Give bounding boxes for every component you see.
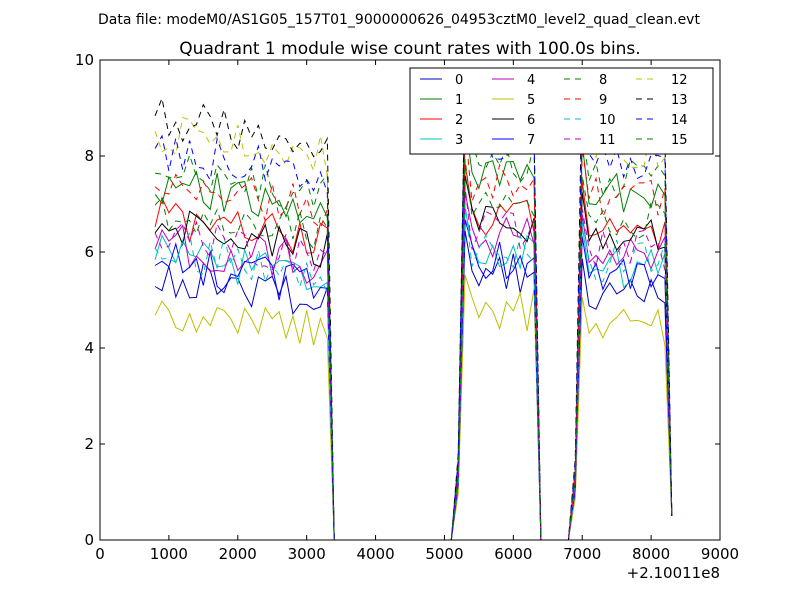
chart-title: Quadrant 1 module wise count rates with … — [179, 39, 640, 59]
x-tick-label: 4000 — [356, 545, 394, 563]
series-line-14 — [154, 81, 673, 541]
legend-label-13: 13 — [671, 93, 688, 108]
legend-label-3: 3 — [455, 133, 463, 148]
y-tick-label: 8 — [84, 147, 94, 165]
series-line-11 — [154, 186, 673, 541]
axis-ticks: 0 1000 2000 3000 4000 5000 6000 7000 8000 9000 0 2 4… — [75, 51, 739, 563]
y-tick-label: 4 — [84, 339, 94, 357]
legend-label-12: 12 — [671, 73, 688, 88]
legend-label-11: 11 — [599, 133, 616, 148]
legend-label-10: 10 — [599, 113, 616, 128]
series-line-7 — [154, 219, 673, 541]
legend-label-7: 7 — [527, 133, 535, 148]
legend-label-0: 0 — [455, 73, 463, 88]
series-line-5 — [154, 274, 673, 541]
suptitle: Data file: modeM0/AS1G05_157T01_90000006… — [98, 12, 700, 28]
x-tick-label: 6000 — [494, 545, 532, 563]
legend-label-14: 14 — [671, 113, 688, 128]
legend-label-8: 8 — [599, 73, 607, 88]
legend-label-6: 6 — [527, 113, 535, 128]
series-line-9 — [154, 125, 673, 541]
x-tick-label: 1000 — [150, 545, 188, 563]
x-tick-label: 8000 — [632, 545, 670, 563]
legend-label-5: 5 — [527, 93, 535, 108]
legend-label-4: 4 — [527, 73, 535, 88]
y-tick-label: 10 — [75, 51, 94, 69]
x-tick-label: 0 — [95, 545, 105, 563]
y-tick-label: 2 — [84, 435, 94, 453]
x-tick-label: 7000 — [563, 545, 601, 563]
y-tick-label: 0 — [84, 531, 94, 549]
legend-label-2: 2 — [455, 113, 463, 128]
x-tick-label: 3000 — [288, 545, 326, 563]
legend-label-15: 15 — [671, 133, 688, 148]
x-tick-label: 5000 — [425, 545, 463, 563]
legend-label-9: 9 — [599, 93, 607, 108]
x-tick-label: 2000 — [219, 545, 257, 563]
legend-label-1: 1 — [455, 93, 463, 108]
legend-frame — [409, 67, 714, 155]
x-tick-label: 9000 — [701, 545, 739, 563]
x-offset-label: +2.10011e8 — [627, 564, 720, 582]
series-line-15 — [154, 159, 673, 541]
series-line-8 — [155, 103, 673, 541]
series-line-10 — [154, 203, 673, 541]
plot-frame — [99, 59, 721, 541]
y-tick-label: 6 — [84, 243, 94, 261]
